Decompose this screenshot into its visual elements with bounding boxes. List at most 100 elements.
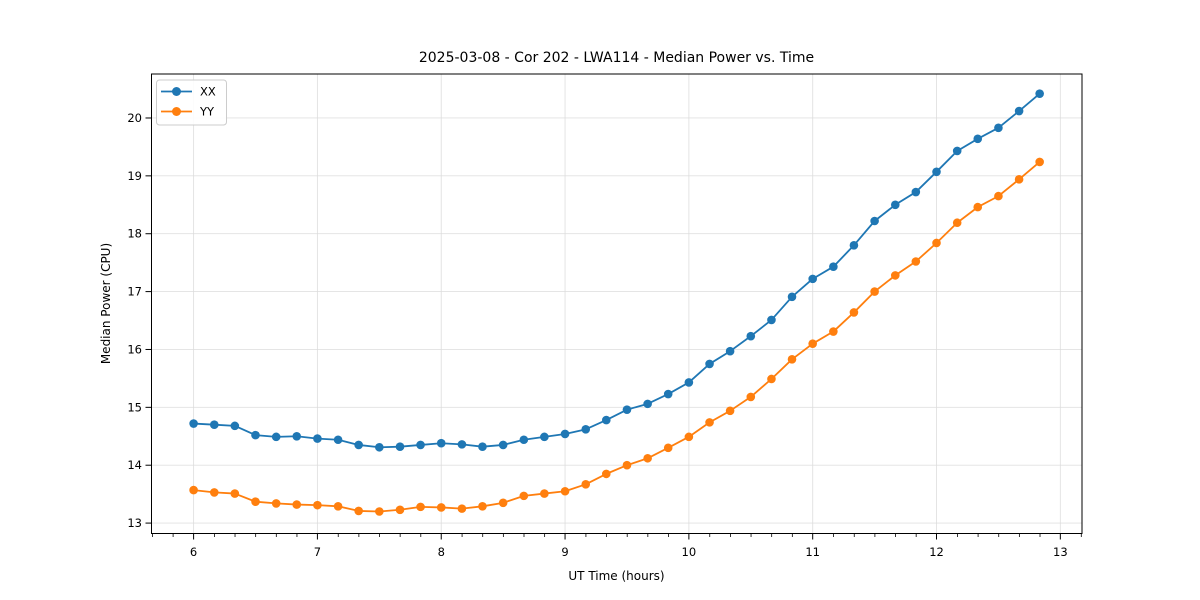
data-point-yy xyxy=(829,327,838,336)
data-point-yy xyxy=(911,257,921,266)
legend-entry: XX xyxy=(161,85,216,99)
data-point-yy xyxy=(416,502,425,512)
data-series xyxy=(189,89,1044,516)
data-point-yy xyxy=(601,469,611,479)
data-point-xx xyxy=(829,262,838,272)
y-tick-label: 13 xyxy=(127,516,142,530)
data-point-xx xyxy=(189,419,198,428)
y-tick-label: 19 xyxy=(127,169,142,183)
data-point-yy xyxy=(746,392,756,402)
data-point-xx xyxy=(663,389,673,399)
data-point-xx xyxy=(890,200,900,210)
data-point-yy xyxy=(890,271,900,280)
data-point-xx xyxy=(973,134,983,144)
data-point-xx xyxy=(705,359,714,369)
data-point-yy xyxy=(251,497,260,506)
data-point-xx xyxy=(746,331,756,341)
data-point-yy xyxy=(684,432,694,442)
tick-labels: 6 7 8 9 10 11 12 13 13 14 15 16 17 18 19 20 xyxy=(127,111,1067,559)
y-tick-label: 14 xyxy=(127,458,142,472)
x-tick-label: 10 xyxy=(682,545,697,559)
data-point-xx xyxy=(725,346,735,356)
data-point-xx xyxy=(478,442,487,451)
data-point-xx xyxy=(601,415,611,425)
data-point-yy xyxy=(994,191,1003,201)
legend-marker-icon xyxy=(172,87,181,96)
data-point-xx xyxy=(808,274,817,284)
plot-border xyxy=(151,73,1083,534)
data-point-xx xyxy=(498,440,508,450)
y-tick-label: 20 xyxy=(127,111,142,125)
x-tick-label: 13 xyxy=(1053,545,1068,559)
x-tick-label: 6 xyxy=(190,545,197,559)
data-point-xx xyxy=(251,430,260,440)
data-point-yy xyxy=(1014,175,1024,184)
data-point-yy xyxy=(313,500,322,510)
data-point-xx xyxy=(1035,89,1044,98)
data-point-yy xyxy=(705,418,714,427)
y-tick-label: 15 xyxy=(127,400,142,414)
legend-entry: YY xyxy=(161,105,215,119)
x-tick-label: 7 xyxy=(314,545,321,559)
data-point-yy xyxy=(622,460,632,470)
data-point-yy xyxy=(457,504,467,513)
data-point-yy xyxy=(436,503,446,512)
data-point-xx xyxy=(333,435,343,445)
data-point-xx xyxy=(230,421,240,431)
data-point-yy xyxy=(581,480,591,489)
data-point-yy xyxy=(973,202,983,212)
data-point-xx xyxy=(643,399,652,409)
y-axis-label: Median Power (CPU) xyxy=(99,243,113,364)
data-point-xx xyxy=(436,438,446,448)
data-point-xx xyxy=(354,440,363,450)
data-point-yy xyxy=(498,498,508,508)
data-point-yy xyxy=(725,406,735,416)
data-point-yy xyxy=(870,287,879,296)
data-point-xx xyxy=(622,405,632,414)
data-point-xx xyxy=(395,442,405,451)
data-point-xx xyxy=(271,432,281,442)
data-point-yy xyxy=(271,499,281,508)
data-point-yy xyxy=(643,453,652,463)
data-point-yy xyxy=(560,486,570,496)
plot-area xyxy=(151,74,1082,534)
data-point-yy xyxy=(540,489,549,498)
data-point-xx xyxy=(457,440,467,449)
data-point-yy xyxy=(230,489,240,498)
data-point-xx xyxy=(911,187,921,197)
data-point-yy xyxy=(292,500,302,509)
x-tick-label: 9 xyxy=(561,545,568,559)
legend-marker-icon xyxy=(172,107,181,116)
data-point-yy xyxy=(932,238,941,248)
y-tick-label: 16 xyxy=(127,342,142,356)
data-point-xx xyxy=(932,167,941,177)
data-point-xx xyxy=(952,146,962,156)
data-point-xx xyxy=(209,420,219,430)
data-point-xx xyxy=(870,216,879,226)
legend: XX YY xyxy=(156,79,227,126)
data-point-xx xyxy=(292,431,302,441)
data-point-yy xyxy=(478,502,487,511)
data-point-xx xyxy=(1014,106,1024,116)
data-point-xx xyxy=(519,435,529,445)
data-point-yy xyxy=(767,374,776,384)
data-point-xx xyxy=(581,425,591,434)
x-tick-label: 11 xyxy=(805,545,820,559)
data-point-yy xyxy=(808,339,817,348)
data-point-yy xyxy=(209,488,219,497)
data-point-yy xyxy=(952,218,962,228)
data-point-yy xyxy=(519,491,529,501)
data-point-xx xyxy=(767,315,776,325)
data-point-xx xyxy=(684,378,694,387)
data-point-yy xyxy=(375,507,384,516)
data-point-xx xyxy=(787,292,797,302)
data-point-yy xyxy=(189,485,198,495)
data-point-xx xyxy=(994,123,1003,133)
data-point-xx xyxy=(849,240,859,250)
data-point-xx xyxy=(416,440,425,450)
data-point-yy xyxy=(333,502,343,511)
x-axis-label: UT Time (hours) xyxy=(568,569,664,583)
chart-title: 2025-03-08 - Cor 202 - LWA114 - Median P… xyxy=(419,50,814,66)
